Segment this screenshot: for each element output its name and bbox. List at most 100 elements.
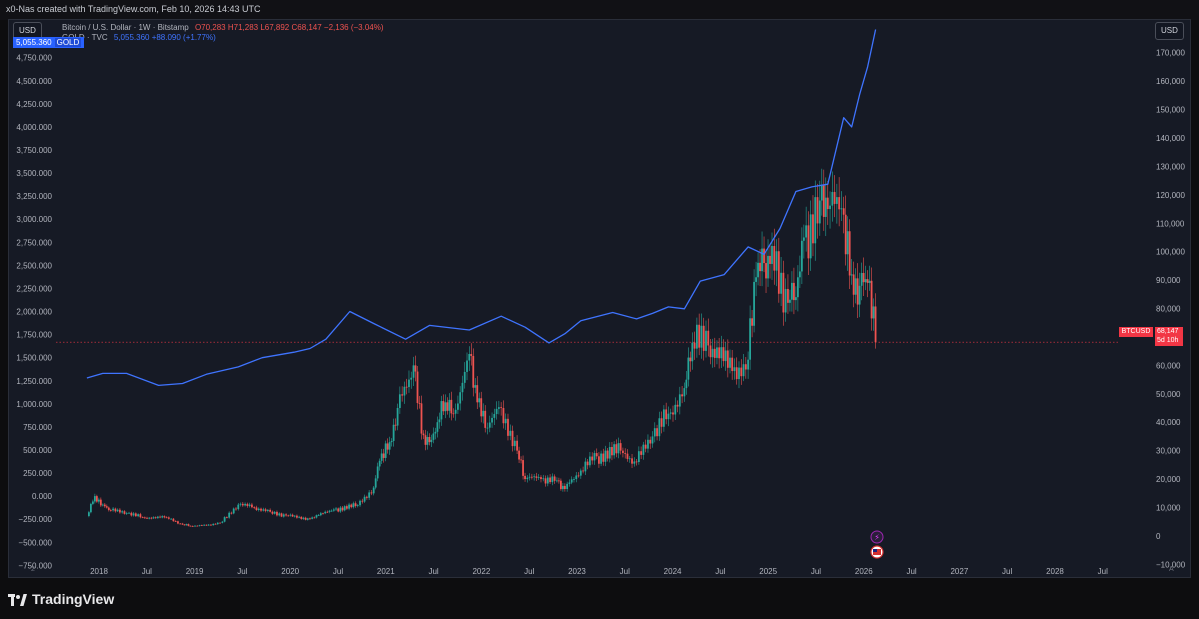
btc-candle-body	[114, 508, 117, 512]
btc-candle-body	[749, 318, 751, 360]
right-axis-tick-label: 80,000	[1156, 305, 1181, 314]
btc-candle-body	[452, 413, 455, 415]
btc-candle-body	[780, 272, 783, 294]
tradingview-icon	[8, 594, 27, 606]
btc-candle-body	[354, 503, 357, 507]
left-axis-tick-label: 2,250.000	[16, 284, 52, 293]
btc-candle-body	[187, 524, 190, 526]
time-axis-tick-label: Jul	[906, 567, 916, 576]
btc-candle-body	[622, 450, 624, 454]
btc-candle-body	[289, 514, 292, 516]
btc-candle-body	[332, 509, 335, 511]
btc-candle-body	[185, 524, 188, 526]
left-axis-tick-label: 2,500.000	[16, 261, 52, 270]
right-price-axis[interactable]: 170,000 160,000 150,000 140,000 130,000 120,0…	[1156, 49, 1186, 570]
btc-candle-body	[466, 360, 468, 372]
btc-candle-body	[602, 453, 605, 462]
btc-candle-body	[205, 524, 208, 526]
btc-candle-body	[642, 444, 645, 455]
btc-candle-body	[628, 458, 631, 460]
btc-candle-body	[478, 398, 481, 403]
btc-candle-body	[842, 208, 845, 215]
btc-candle-body	[631, 458, 633, 464]
time-axis-tick-label: 2023	[568, 567, 586, 576]
btc-candle-body	[322, 513, 324, 515]
btc-candle-body	[755, 277, 757, 282]
btc-candle-body	[448, 399, 451, 411]
bottom-left-marker[interactable]: 2	[31, 566, 35, 573]
time-axis-tick-label: 2025	[759, 567, 777, 576]
time-axis-tick-label: 2020	[281, 567, 299, 576]
btc-candle-body	[740, 367, 743, 377]
btc-candle-body	[200, 525, 203, 527]
time-axis-tick-label: 2028	[1046, 567, 1064, 576]
gold-legend-row[interactable]: GOLD · TVC 5,055.360 +88.090 (+1.77%)	[62, 33, 384, 43]
btc-candle-body	[500, 407, 503, 408]
lightning-event-icon[interactable]	[870, 530, 884, 544]
btc-candle-body	[731, 357, 734, 372]
left-axis-tick-label: −750.000	[18, 561, 52, 570]
btc-candle-body	[549, 477, 551, 483]
right-axis-tick-label: 130,000	[1156, 162, 1185, 171]
btc-candle-body	[667, 413, 670, 420]
btc-candle-body	[660, 418, 663, 427]
btc-candle-body	[744, 364, 747, 370]
right-axis-tick-label: 170,000	[1156, 49, 1185, 58]
btc-candle-body	[720, 347, 723, 359]
btc-candle-body	[789, 299, 791, 303]
event-markers[interactable]: ⚡	[870, 530, 884, 559]
btc-candle-body	[870, 280, 873, 319]
time-axis-tick-label: Jul	[428, 567, 438, 576]
left-axis-tick-label: 3,250.000	[16, 192, 52, 201]
auto-scale-button[interactable]: A	[1169, 566, 1174, 573]
btc-candle-body	[537, 477, 540, 478]
right-currency-button[interactable]: USD	[1155, 22, 1184, 40]
btc-candle-body	[163, 516, 166, 518]
btc-candle-body	[230, 512, 233, 514]
btc-candle-body	[626, 453, 629, 459]
right-axis-tick-label: 110,000	[1156, 219, 1185, 228]
btc-candle-body	[99, 499, 102, 506]
gold-legend-value: 5,055.360 +88.090 (+1.77%)	[113, 33, 216, 42]
btc-candle-body	[416, 371, 419, 403]
btc-candle-body	[575, 475, 578, 480]
btc-candle-body	[669, 412, 672, 414]
btc-legend-row[interactable]: Bitcoin / U.S. Dollar · 1W · Bitstamp O7…	[62, 23, 384, 33]
time-axis-tick-label: Jul	[1098, 567, 1108, 576]
btc-candle-body	[430, 439, 433, 443]
btc-candle-body	[516, 440, 518, 451]
btc-ohlc-values: O70,283 H71,283 L67,892 C68,147 −2,136 (…	[194, 23, 384, 32]
btc-candle-body	[520, 459, 522, 461]
btc-candle-body	[330, 510, 333, 512]
time-axis[interactable]: 2018 Jul 2019 Jul 2020 Jul 2021 Jul 2022 Jul 2023 J…	[90, 567, 1108, 576]
btc-candle-body	[119, 509, 121, 513]
btc-candle-body	[156, 516, 159, 518]
btc-candle-body	[530, 476, 533, 478]
btc-candle-body	[522, 460, 524, 476]
btc-candle-body	[787, 288, 789, 303]
btc-candle-body	[635, 461, 638, 463]
time-axis-tick-label: Jul	[524, 567, 534, 576]
right-axis-tick-label: 160,000	[1156, 77, 1185, 86]
btc-candle-body	[695, 324, 698, 349]
btc-candle-body	[291, 514, 294, 517]
btc-candle-body	[484, 410, 487, 428]
btc-candle-body	[450, 399, 453, 414]
btc-tag-countdown: 5d 10h	[1157, 337, 1179, 344]
left-axis-tick-label: 4,750.000	[16, 54, 52, 63]
left-price-axis[interactable]: 4,750.000 4,500.000 4,250.000 4,000.000 3,75…	[16, 54, 52, 571]
btc-candle-body	[228, 512, 231, 518]
btc-candle-body	[239, 503, 242, 505]
btc-candle-body	[822, 184, 825, 217]
btc-tag-value-box: 68,147 5d 10h	[1155, 327, 1183, 346]
chart-panel[interactable]	[8, 19, 1191, 578]
right-axis-tick-label: 0	[1156, 532, 1161, 541]
btc-candle-body	[232, 508, 235, 514]
right-axis-tick-label: 60,000	[1156, 361, 1181, 370]
time-axis-tick-label: Jul	[811, 567, 821, 576]
gold-price-tag: 5,055.360 GOLD	[13, 37, 85, 48]
btc-candle-body	[438, 419, 441, 423]
btc-candle-body	[356, 505, 359, 507]
btc-candle-body	[617, 443, 620, 454]
